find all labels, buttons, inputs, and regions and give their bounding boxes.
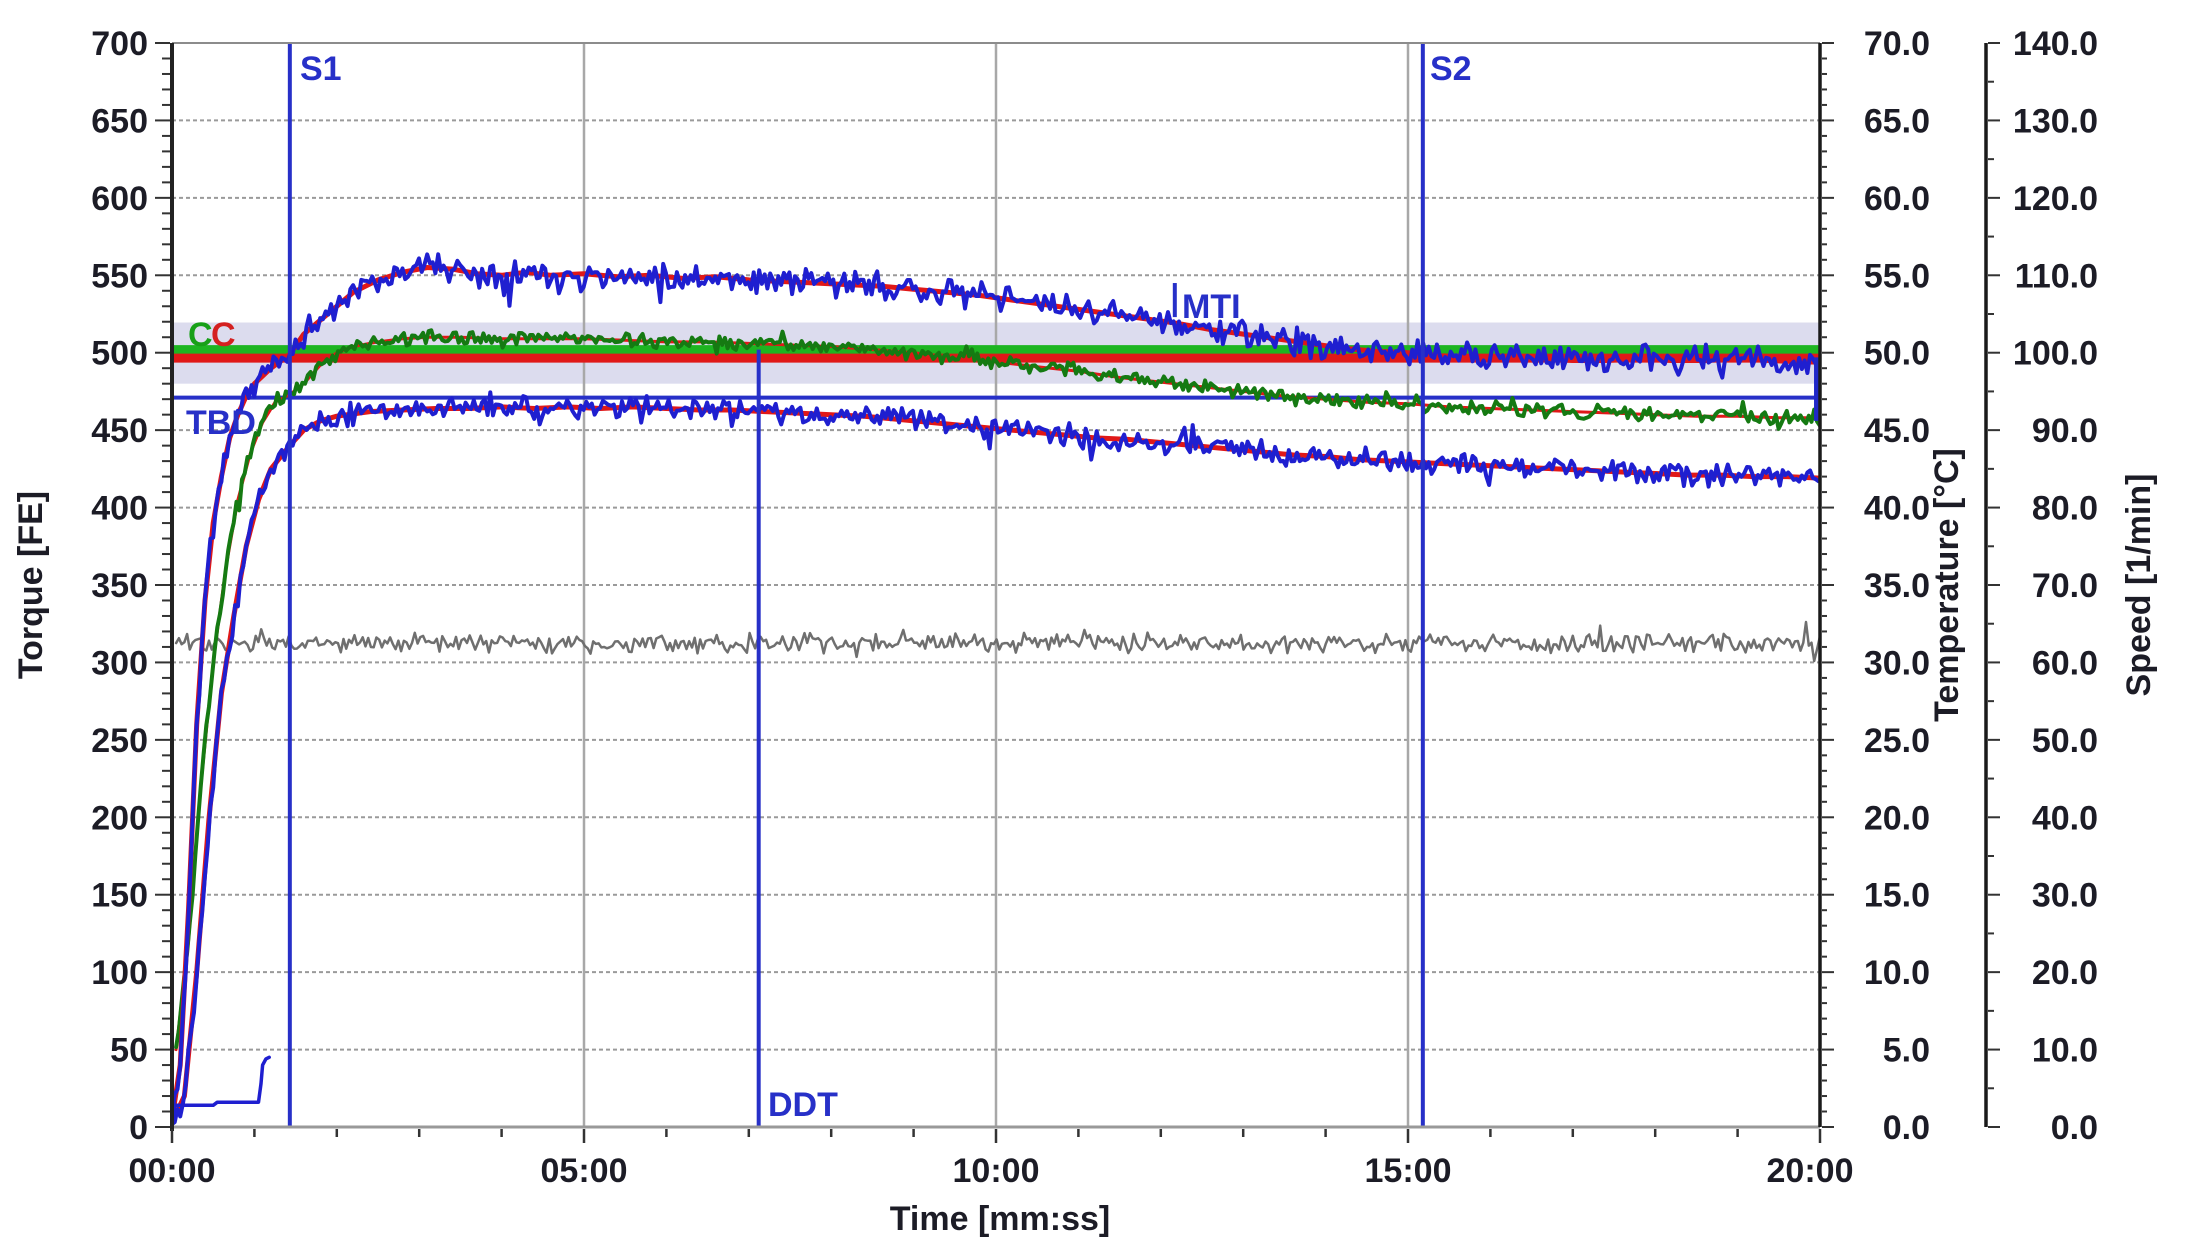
series-speed bbox=[174, 620, 1820, 663]
temperature-axis-title: Temperature [°C] bbox=[1928, 448, 1966, 722]
temperature-tick-label-65.0: 65.0 bbox=[1864, 102, 1930, 140]
speed-tick-label-40.0: 40.0 bbox=[2032, 799, 2098, 837]
time-tick-00-00: 00:00 bbox=[129, 1152, 216, 1190]
speed-tick-label-130.0: 130.0 bbox=[2013, 102, 2098, 140]
torque-tick-label-200: 200 bbox=[91, 799, 148, 837]
marker-label-ddt: DDT bbox=[768, 1086, 838, 1124]
speed-tick-label-30.0: 30.0 bbox=[2032, 877, 2098, 915]
temperature-tick-label-25.0: 25.0 bbox=[1864, 722, 1930, 760]
speed-tick-label-50.0: 50.0 bbox=[2032, 722, 2098, 760]
temperature-tick-label-55.0: 55.0 bbox=[1864, 257, 1930, 295]
torque-tick-label-50: 50 bbox=[110, 1032, 148, 1070]
speed-tick-label-120.0: 120.0 bbox=[2013, 180, 2098, 218]
speed-tick-label-140.0: 140.0 bbox=[2013, 25, 2098, 63]
series-temperature-mean bbox=[174, 335, 1820, 1052]
temperature-tick-label-45.0: 45.0 bbox=[1864, 412, 1930, 450]
torque-tick-label-650: 650 bbox=[91, 102, 148, 140]
torque-tick-label-550: 550 bbox=[91, 257, 148, 295]
time-tick-10-00: 10:00 bbox=[953, 1152, 1040, 1190]
torque-tick-label-0: 0 bbox=[129, 1109, 148, 1147]
speed-tick-label-80.0: 80.0 bbox=[2032, 490, 2098, 528]
torque-tick-label-500: 500 bbox=[91, 335, 148, 373]
set-line-label-red: C bbox=[211, 316, 236, 354]
speed-tick-label-60.0: 60.0 bbox=[2032, 644, 2098, 682]
speed-tick-label-90.0: 90.0 bbox=[2032, 412, 2098, 450]
temperature-tick-label-5.0: 5.0 bbox=[1883, 1032, 1930, 1070]
marker-label-tbd: TBD bbox=[186, 404, 256, 442]
speed-tick-label-70.0: 70.0 bbox=[2032, 567, 2098, 605]
temperature-tick-label-50.0: 50.0 bbox=[1864, 335, 1930, 373]
axes bbox=[155, 42, 2000, 1143]
torque-tick-label-700: 700 bbox=[91, 25, 148, 63]
marker-label-s1: S1 bbox=[300, 50, 342, 88]
speed-axis-title: Speed [1/min] bbox=[2120, 474, 2158, 697]
torque-tick-label-100: 100 bbox=[91, 954, 148, 992]
temperature-tick-label-70.0: 70.0 bbox=[1864, 25, 1930, 63]
tick-labels: 0 50 100 150 200 250 300 350 400 450 500 550 600 650 7… bbox=[91, 25, 2098, 1147]
torque-tick-label-600: 600 bbox=[91, 180, 148, 218]
time-tick-15-00: 15:00 bbox=[1365, 1152, 1452, 1190]
temperature-tick-label-15.0: 15.0 bbox=[1864, 877, 1930, 915]
speed-tick-label-100.0: 100.0 bbox=[2013, 335, 2098, 373]
series-temperature bbox=[174, 328, 1820, 1050]
temperature-tick-label-35.0: 35.0 bbox=[1864, 567, 1930, 605]
time-tick-20-00: 20:00 bbox=[1767, 1152, 1854, 1190]
event-markers bbox=[287, 43, 1822, 1127]
temperature-tick-label-60.0: 60.0 bbox=[1864, 180, 1930, 218]
set-line-label-green: C bbox=[188, 316, 213, 354]
marker-label-mti: MTI bbox=[1182, 288, 1241, 326]
torque-tick-label-350: 350 bbox=[91, 567, 148, 605]
speed-tick-label-20.0: 20.0 bbox=[2032, 954, 2098, 992]
torque-tick-label-450: 450 bbox=[91, 412, 148, 450]
torque-tick-label-150: 150 bbox=[91, 877, 148, 915]
torque-tick-label-250: 250 bbox=[91, 722, 148, 760]
time-tick-05-00: 05:00 bbox=[541, 1152, 628, 1190]
temperature-tick-label-20.0: 20.0 bbox=[1864, 799, 1930, 837]
temperature-tick-label-0.0: 0.0 bbox=[1883, 1109, 1930, 1147]
series-torque-1 bbox=[172, 252, 1820, 1121]
torque-axis-title: Torque [FE] bbox=[12, 491, 50, 679]
torque-tick-label-400: 400 bbox=[91, 490, 148, 528]
series-start-step bbox=[172, 1055, 271, 1126]
temperature-tick-label-30.0: 30.0 bbox=[1864, 644, 1930, 682]
temperature-tick-label-40.0: 40.0 bbox=[1864, 490, 1930, 528]
data-series bbox=[172, 252, 1820, 1127]
series-torque-2 bbox=[172, 390, 1820, 1127]
speed-tick-label-110.0: 110.0 bbox=[2015, 257, 2098, 295]
marker-label-s2: S2 bbox=[1430, 50, 1472, 88]
time-axis-title: Time [mm:ss] bbox=[890, 1200, 1110, 1238]
temperature-tick-label-10.0: 10.0 bbox=[1864, 954, 1930, 992]
speed-tick-label-10.0: 10.0 bbox=[2032, 1032, 2098, 1070]
speed-tick-label-0.0: 0.0 bbox=[2051, 1109, 2098, 1147]
gridlines bbox=[172, 43, 1820, 1127]
torque-tick-label-300: 300 bbox=[91, 644, 148, 682]
